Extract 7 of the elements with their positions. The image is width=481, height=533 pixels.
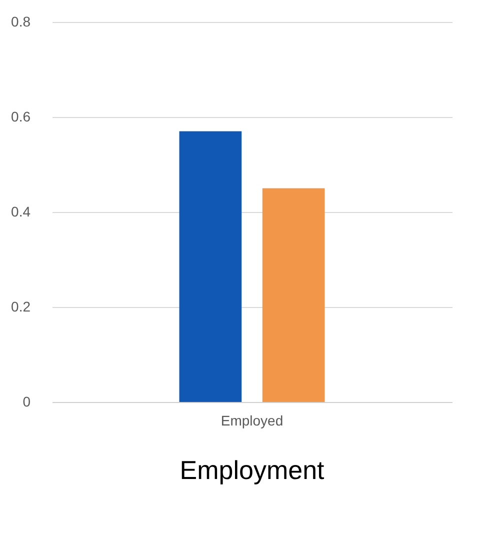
y-tick-label: 0.8 [11,14,31,30]
x-tick-label: Employed [220,412,284,428]
text: Employment [180,455,326,485]
y-tick-label: 0.4 [11,204,31,220]
y-tick-label: 0.2 [11,298,31,314]
y-tick-label: 0 [22,394,31,410]
y-tick-label: 0.6 [11,108,31,124]
